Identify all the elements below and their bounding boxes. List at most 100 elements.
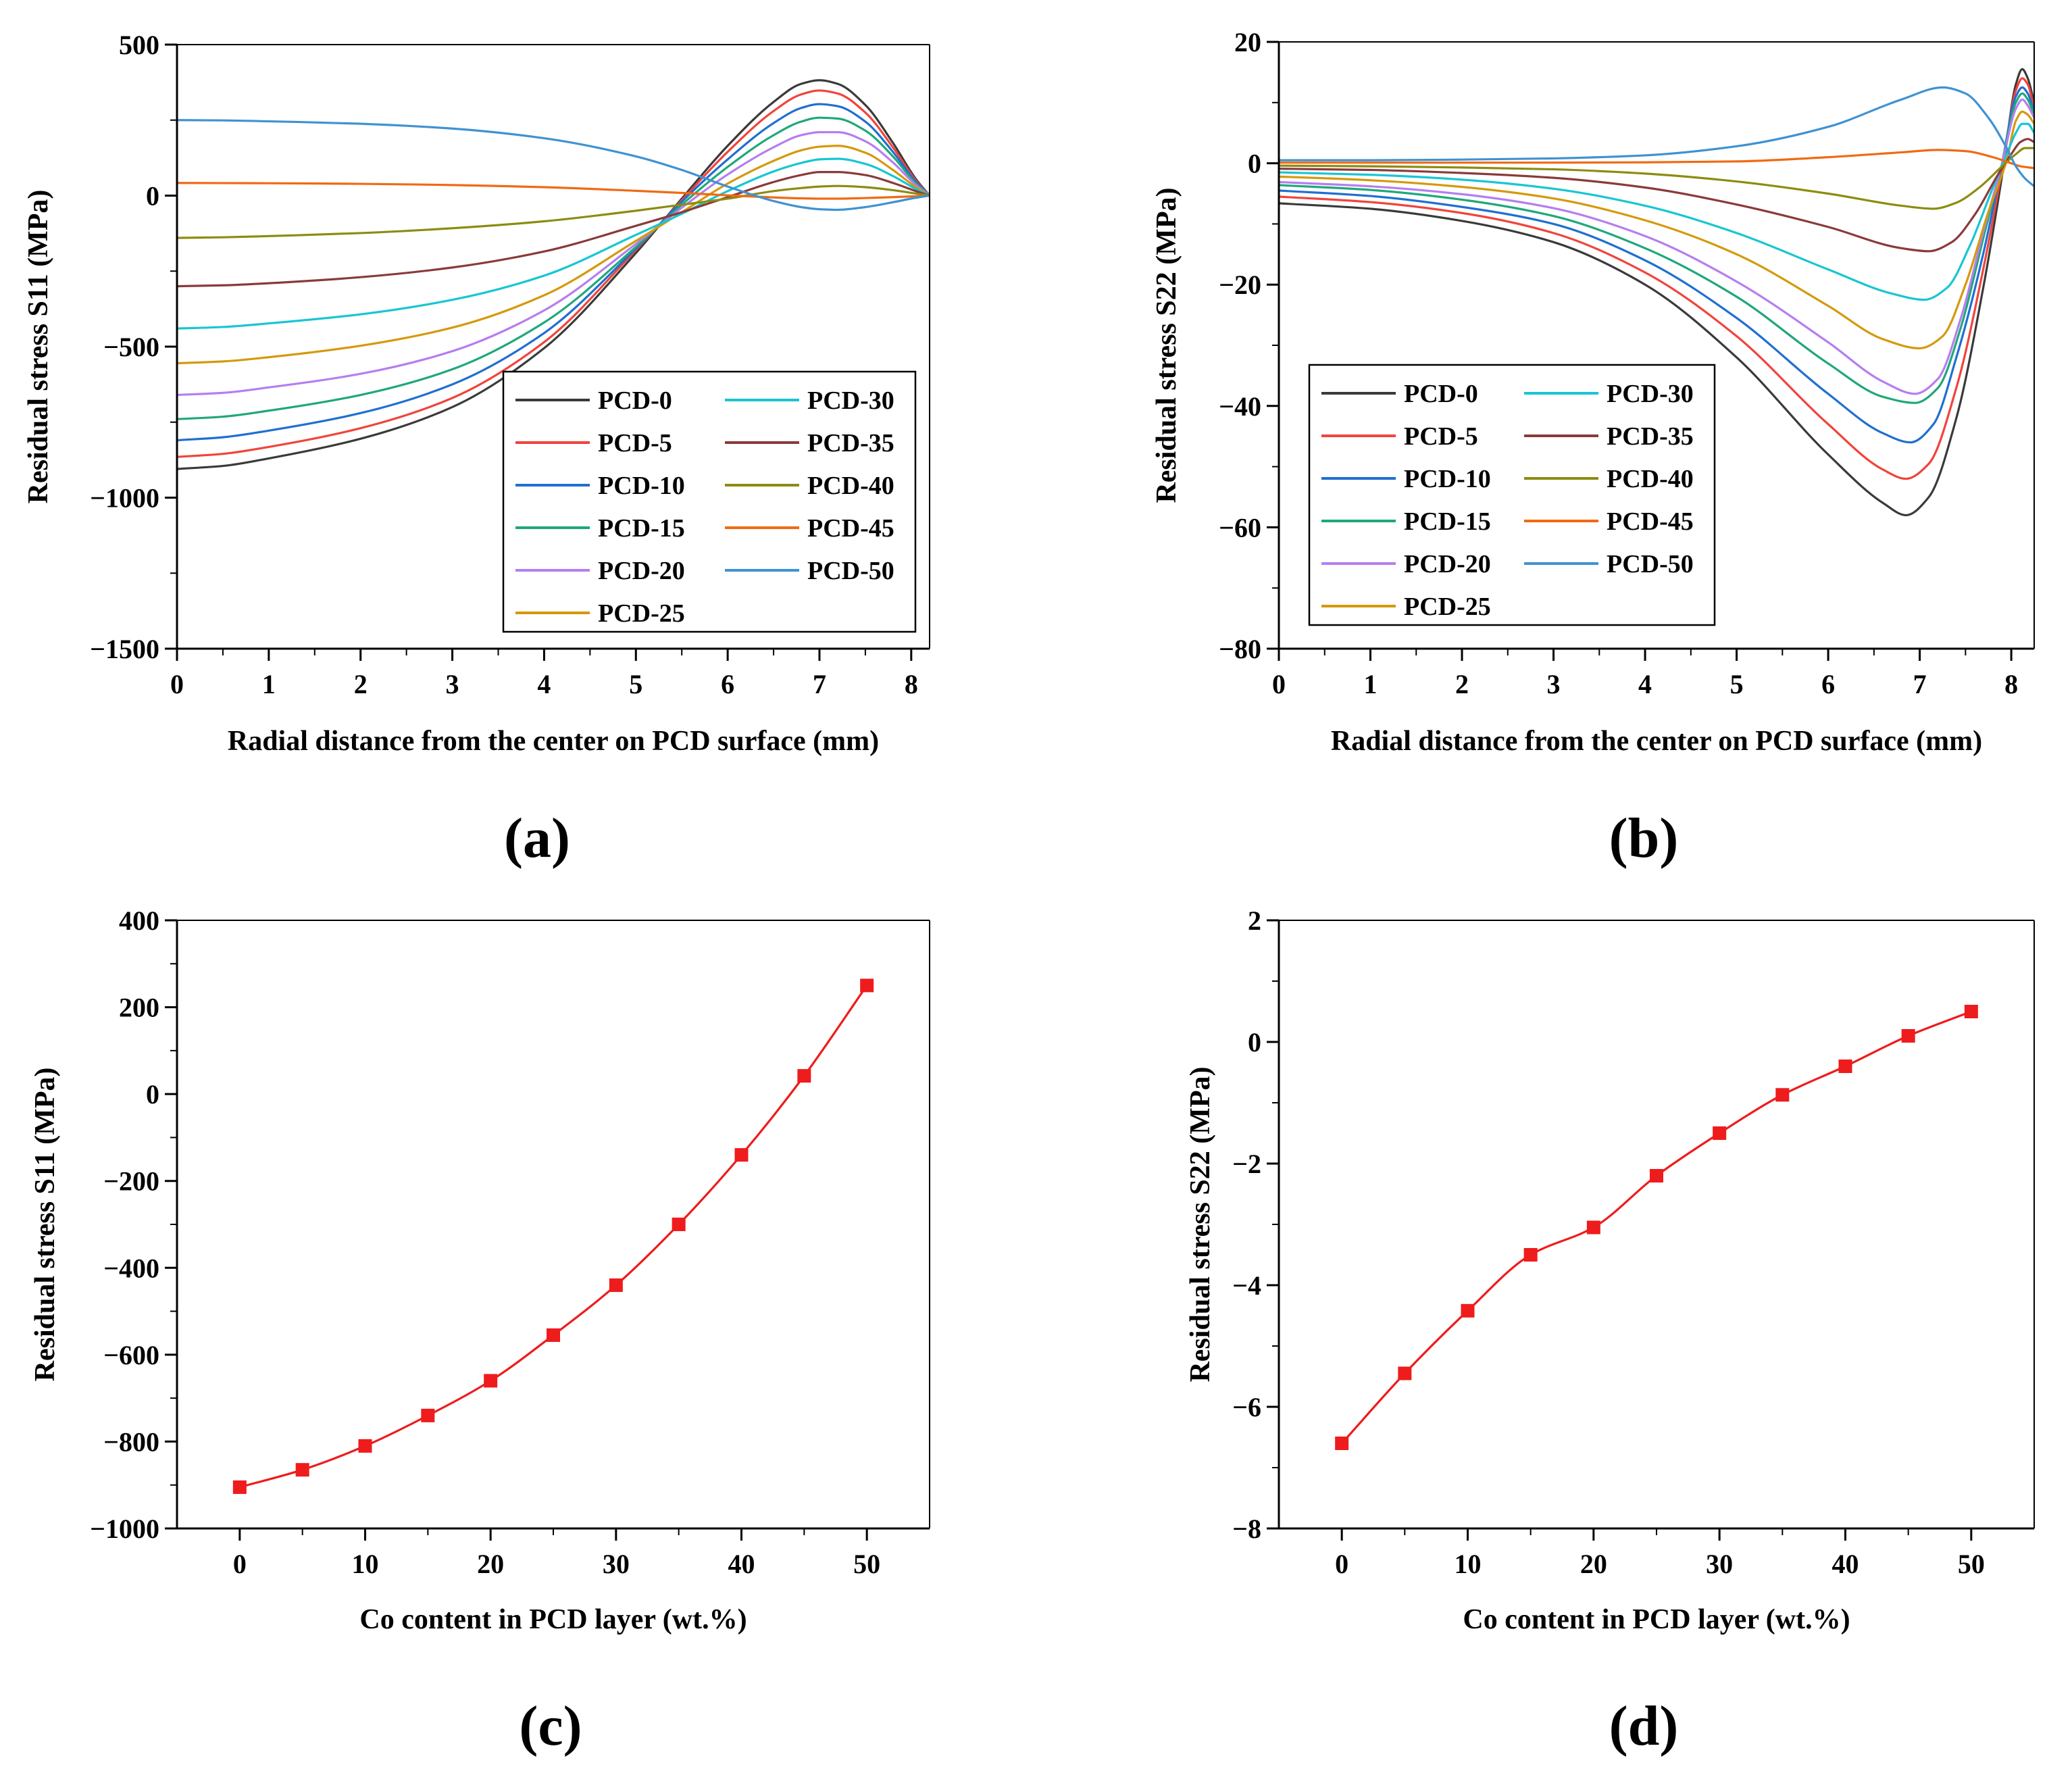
series-line-pcd-50: [177, 119, 930, 211]
data-point-10: [1461, 1303, 1475, 1318]
panel-b: 0 1 2 3 4 5 6 7 8 −80 −60 −40 −20 0 20 Radial distance …: [1151, 27, 2035, 870]
data-point-20: [484, 1374, 498, 1388]
x-tick-label: 20: [477, 1549, 504, 1579]
data-point-5: [295, 1463, 309, 1477]
panel-label: (c): [519, 1695, 582, 1758]
y-tick-label: −1500: [90, 634, 159, 664]
x-tick-label: 6: [1821, 669, 1835, 699]
series-line: [239, 985, 868, 1489]
data-point-15: [1523, 1248, 1538, 1262]
plot-area: [1279, 68, 2034, 517]
x-tick-label: 30: [603, 1549, 630, 1579]
plot-area: [239, 985, 868, 1489]
series-line-pcd-40: [177, 184, 930, 239]
legend-entry: PCD-30: [807, 387, 894, 415]
x-tick-label: 2: [1455, 669, 1469, 699]
legend-entry: PCD-45: [1607, 507, 1694, 536]
x-tick-label: 30: [1706, 1549, 1733, 1579]
series-line-pcd-30: [177, 157, 930, 330]
x-tick-label: 0: [170, 669, 184, 699]
legend-entry: PCD-5: [1404, 422, 1478, 451]
x-tick-label: 7: [813, 669, 826, 699]
panel-label: (d): [1609, 1695, 1679, 1758]
x-tick-label: 50: [1958, 1549, 1985, 1579]
data-point-5: [1398, 1366, 1412, 1380]
y-tick-label: −600: [103, 1340, 159, 1370]
x-tick-label: 20: [1580, 1549, 1607, 1579]
y-tick-label: −1000: [90, 1514, 159, 1544]
y-tick-label: −4: [1232, 1270, 1261, 1301]
x-tick-label: 10: [352, 1549, 379, 1579]
data-point-50: [1964, 1005, 1978, 1018]
data-point-25: [547, 1328, 560, 1342]
y-axis-title: Residual stress S22 (MPa): [1185, 1066, 1216, 1382]
series-line-pcd-15: [1279, 92, 2034, 404]
legend-entry: PCD-40: [1607, 465, 1694, 493]
x-axis-title: Co content in PCD layer (wt.%): [1463, 1604, 1850, 1635]
x-tick-label: 1: [262, 669, 276, 699]
y-tick-label: 20: [1234, 27, 1261, 57]
data-point-0: [1335, 1437, 1349, 1450]
y-tick-label: −80: [1219, 634, 1261, 664]
y-tick-label: −500: [103, 332, 159, 362]
plot-area: [177, 79, 930, 470]
series-line-pcd-50: [1279, 86, 2034, 187]
legend-entry: PCD-10: [1404, 465, 1491, 493]
y-tick-label: −60: [1219, 512, 1261, 543]
data-point-30: [609, 1278, 623, 1292]
data-point-15: [421, 1408, 435, 1422]
y-tick-label: −20: [1219, 270, 1261, 300]
x-tick-label: 40: [1832, 1549, 1859, 1579]
legend-entry: PCD-15: [1404, 507, 1491, 536]
y-tick-label: −400: [103, 1253, 159, 1283]
plot-area: [1340, 1010, 1972, 1445]
data-point-40: [1838, 1060, 1852, 1073]
x-tick-label: 0: [1335, 1549, 1348, 1579]
panel-label: (b): [1609, 807, 1679, 870]
x-tick-label: 0: [1272, 669, 1286, 699]
x-tick-label: 40: [728, 1549, 755, 1579]
y-tick-label: −2: [1232, 1149, 1261, 1179]
legend-entry: PCD-5: [598, 429, 672, 457]
data-point-0: [232, 1480, 247, 1494]
y-tick-label: 0: [1248, 1027, 1261, 1057]
data-point-50: [860, 978, 874, 993]
y-tick-label: −1000: [90, 483, 159, 514]
data-point-45: [1901, 1029, 1915, 1043]
data-point-30: [1713, 1126, 1727, 1140]
legend-box: [502, 370, 917, 633]
legend-entry: PCD-20: [598, 557, 685, 585]
y-tick-label: 2: [1248, 905, 1261, 936]
y-tick-label: 500: [119, 30, 159, 60]
x-axis-title: Radial distance from the center on PCD s…: [1331, 726, 1982, 757]
x-tick-label: 4: [1638, 669, 1652, 699]
legend-entry: PCD-20: [1404, 550, 1491, 578]
series-line-pcd-35: [177, 171, 930, 288]
data-point-40: [734, 1148, 749, 1162]
x-tick-label: 3: [446, 669, 459, 699]
x-tick-label: 6: [721, 669, 734, 699]
x-tick-label: 5: [1730, 669, 1744, 699]
panel-d: 0 10 20 30 40 50 −8 −6 −4 −2 0 2 Co content in PCD l…: [1185, 905, 2035, 1758]
series-line-pcd-30: [1279, 122, 2034, 301]
data-point-10: [358, 1439, 372, 1453]
x-tick-label: 7: [1913, 669, 1927, 699]
series-line-pcd-45: [177, 182, 930, 200]
legend-entry: PCD-15: [598, 514, 685, 543]
x-tick-label: 8: [905, 669, 918, 699]
y-tick-label: 400: [119, 905, 159, 936]
series-line-pcd-40: [1279, 147, 2034, 210]
data-point-45: [797, 1069, 811, 1083]
y-tick-label: −6: [1232, 1392, 1261, 1422]
series-line-pcd-5: [177, 89, 930, 458]
series-line: [1340, 1010, 1972, 1445]
legend-entry: PCD-35: [807, 429, 894, 457]
y-tick-label: 0: [146, 1079, 159, 1110]
x-tick-label: 4: [537, 669, 551, 699]
x-tick-label: 10: [1455, 1549, 1482, 1579]
x-tick-label: 8: [2004, 669, 2018, 699]
x-tick-label: 3: [1547, 669, 1561, 699]
legend-entry: PCD-50: [807, 557, 894, 585]
legend-entry: PCD-10: [598, 472, 685, 500]
y-tick-label: 0: [1248, 149, 1261, 179]
